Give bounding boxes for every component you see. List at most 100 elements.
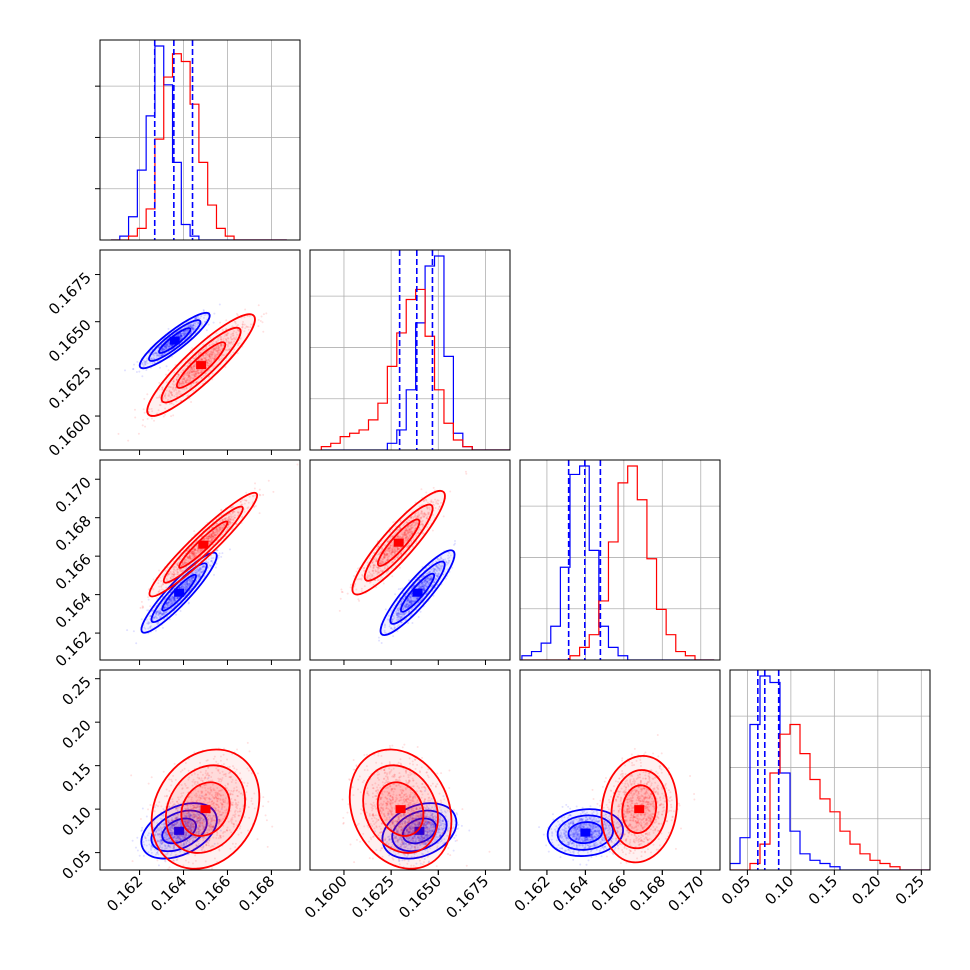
red-sample-point (189, 556, 192, 559)
blue-sample-point (183, 587, 186, 590)
blue-sample-point (145, 357, 148, 360)
blue-sample-point (410, 601, 413, 604)
red-sample-point (207, 535, 210, 538)
red-sample-point (213, 358, 216, 361)
red-sample-point (228, 341, 231, 344)
red-sample-point (247, 506, 250, 509)
blue-sample-point (398, 617, 401, 620)
red-sample-point (172, 567, 175, 570)
red-sample-point (432, 501, 435, 504)
red-sample-point (194, 549, 197, 552)
hist-panel-3 (729, 669, 931, 871)
red-sample-point (416, 515, 419, 518)
blue-sample-point (185, 580, 188, 583)
blue-sample-point (213, 312, 216, 315)
blue-sample-point (423, 581, 426, 584)
red-sample-point (223, 517, 226, 520)
red-sample-point (210, 538, 213, 541)
red-sample-point (209, 540, 212, 543)
blue-sample-point (165, 344, 168, 347)
blue-sample-point (212, 556, 215, 559)
red-sample-point (228, 521, 231, 524)
blue-sample-point (183, 582, 186, 585)
red-sample-point (222, 339, 225, 342)
blue-sample-point (135, 642, 138, 645)
red-sample-point (194, 552, 197, 555)
blue-sample-point (411, 593, 414, 596)
red-sample-point (165, 381, 168, 384)
red-sample-point (237, 511, 240, 514)
blue-sample-point (198, 575, 201, 578)
red-sample-point (252, 501, 255, 504)
red-sample-point (404, 539, 407, 542)
red-sample-point (206, 361, 209, 364)
red-sample-point (188, 375, 191, 378)
blue-sample-point (198, 574, 201, 577)
blue-sample-point (191, 577, 194, 580)
blue-sample-point (406, 599, 409, 602)
blue-sample-point (159, 607, 162, 610)
red-sample-point (229, 518, 232, 521)
blue-sample-point (410, 602, 413, 605)
red-sample-point (158, 396, 161, 399)
blue-sample-point (154, 351, 157, 354)
blue-sample-point (180, 585, 183, 588)
blue-sample-point (191, 328, 194, 331)
red-sample-point (187, 373, 190, 376)
red-sample-point (227, 340, 230, 343)
red-sample-point (231, 518, 234, 521)
blue-sample-point (179, 333, 182, 336)
blue-sample-point (140, 362, 143, 365)
blue-sample-point (182, 330, 185, 333)
blue-sample-point (145, 361, 148, 364)
blue-sample-point (421, 585, 424, 588)
blue-sample-point (202, 565, 205, 568)
blue-sample-point (155, 355, 158, 358)
blue-sample-point (397, 609, 400, 612)
blue-sample-point (423, 581, 426, 584)
blue-sample-point (202, 565, 205, 568)
red-sample-point (215, 533, 218, 536)
blue-sample-point (410, 602, 413, 605)
blue-sample-point (183, 331, 186, 334)
red-sample-point (152, 588, 155, 591)
red-sample-point (147, 588, 150, 591)
red-sample-point (157, 409, 160, 412)
blue-sample-point (423, 588, 426, 591)
red-sample-point (188, 556, 191, 559)
hist-panel-1 (309, 249, 511, 451)
red-sample-point (193, 556, 196, 559)
red-sample-point (188, 555, 191, 558)
red-sample-point (164, 569, 167, 572)
red-sample-point (227, 523, 230, 526)
blue-sample-point (159, 612, 162, 615)
red-sample-point (224, 518, 227, 521)
blue-sample-point (429, 577, 432, 580)
blue-sample-point (442, 558, 445, 561)
red-sample-point (386, 552, 389, 555)
red-density-peak (196, 361, 207, 370)
red-sample-point (185, 561, 188, 564)
blue-sample-point (422, 588, 425, 591)
red-sample-point (391, 546, 394, 549)
red-sample-point (219, 520, 222, 523)
blue-sample-point (196, 570, 199, 573)
red-sample-point (191, 551, 194, 554)
red-sample-point (355, 588, 358, 591)
red-sample-point (206, 362, 209, 365)
blue-sample-point (156, 352, 159, 355)
red-sample-point (192, 365, 195, 368)
red-sample-point (248, 495, 251, 498)
red-sample-point (164, 413, 167, 416)
blue-sample-point (428, 579, 431, 582)
blue-sample-point (166, 342, 169, 345)
red-sample-point (207, 538, 210, 541)
blue-sample-point (424, 588, 427, 591)
red-sample-point (199, 357, 202, 360)
blue-sample-point (418, 578, 421, 581)
blue-sample-point (156, 623, 159, 626)
red-sample-point (220, 518, 223, 521)
red-sample-point (267, 479, 270, 482)
blue-sample-point (188, 584, 191, 587)
red-sample-point (188, 372, 191, 375)
